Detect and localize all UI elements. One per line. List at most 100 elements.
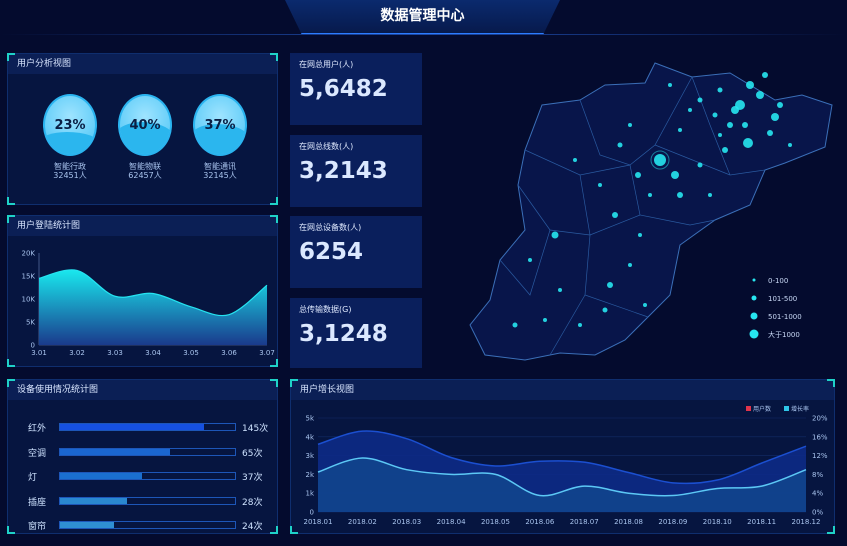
device-count: 145次	[242, 424, 269, 434]
legend-dot	[749, 329, 759, 339]
x-tick-label: 3.02	[69, 349, 85, 357]
y-right-tick-label: 8%	[812, 471, 823, 479]
x-tick-label: 2018.12	[792, 518, 821, 526]
region-border	[549, 294, 586, 356]
stat-value: 5,6482	[299, 76, 388, 102]
series-line	[317, 430, 807, 485]
province-outline	[469, 62, 833, 361]
title-bar: 数据管理中心	[285, 0, 560, 34]
device-count: 65次	[242, 448, 263, 459]
legend-label: 大于1000	[768, 330, 800, 339]
map-dot	[617, 142, 623, 148]
map-dot	[708, 193, 712, 197]
user-growth-panel: 用户增长视图 0 0% 1k 4% 2k 8% 3k 12% 4k 16% 5k 20% 2018.01…	[290, 379, 835, 534]
map-dot	[654, 154, 666, 166]
region-map: 0-100 101-500 501-1000 大于1000	[469, 62, 833, 361]
y-left-tick-label: 1k	[305, 490, 314, 498]
map-dot	[573, 158, 577, 162]
y-left-tick-label: 5k	[305, 415, 314, 423]
stat-label: 在网总设备数(人)	[299, 223, 362, 232]
percentage-ball: 40%	[118, 94, 172, 156]
stat-value: 3,2143	[299, 158, 388, 184]
ball-fill	[45, 131, 95, 154]
stat-value: 3,1248	[299, 321, 388, 347]
map-dot	[512, 322, 518, 328]
map-dot	[767, 130, 773, 136]
y-left-tick-label: 0	[310, 509, 314, 517]
series-area	[318, 457, 806, 512]
stat-card: 总传输数据(G) 3,1248	[290, 298, 422, 368]
stat-value: 6254	[299, 239, 364, 265]
x-tick-label: 3.07	[259, 349, 275, 357]
panel-title: 用户增长视图	[291, 380, 834, 400]
map-dot	[731, 106, 739, 114]
login-area-chart: 0 5K 10K 15K 20K 3.01 3.02 3.03 3.04 3.05 3.06 3.07	[22, 250, 275, 358]
bar-fill	[60, 424, 204, 430]
map-dot	[697, 97, 703, 103]
device-count: 28次	[242, 497, 263, 508]
stat-card: 在网总用户(人) 5,6482	[290, 53, 422, 125]
ball-caption: 智能物联 62457人	[110, 162, 180, 180]
device-count: 24次	[242, 522, 263, 532]
map-dot	[777, 102, 783, 108]
ball-fill	[120, 122, 170, 154]
panel-title: 设备使用情况统计图	[8, 380, 277, 400]
map-dot	[643, 303, 647, 307]
x-tick-label: 3.01	[31, 349, 47, 357]
map-dot	[551, 231, 559, 239]
ball-count: 32145人	[203, 171, 237, 180]
region-border	[629, 164, 716, 226]
stat-label: 总传输数据(G)	[299, 305, 352, 314]
legend-dot	[751, 295, 757, 301]
ball-percent: 23%	[54, 118, 86, 133]
legend-label: 501-1000	[768, 313, 802, 321]
x-tick-label: 2018.06	[525, 518, 554, 526]
map-dot	[668, 83, 672, 87]
x-tick-label: 2018.02	[348, 518, 377, 526]
percentage-ball: 23%	[43, 94, 97, 156]
user-growth-chart: 0 0% 1k 4% 2k 8% 3k 12% 4k 16% 5k 20% 2018.01 2018.02…	[304, 405, 828, 526]
map-dot	[612, 212, 618, 218]
percentage-ball: 37%	[193, 94, 247, 156]
divider	[0, 34, 847, 35]
stat-card: 在网总设备数(人) 6254	[290, 216, 422, 288]
map-dot	[722, 147, 728, 153]
map-dot	[528, 258, 532, 262]
ball-fill	[195, 123, 245, 154]
ball-caption: 智能通讯 32145人	[185, 162, 255, 180]
map-dot	[743, 138, 753, 148]
device-usage-panel: 设备使用情况统计图 红外 145次 空调 65次灯 37次 插座 28次 窗帘 24次	[7, 379, 278, 534]
x-tick-label: 2018.11	[747, 518, 776, 526]
x-tick-label: 3.04	[145, 349, 161, 357]
ball-caption: 智能行政 32451人	[35, 162, 105, 180]
x-tick-label: 2018.01	[304, 518, 333, 526]
login-chart-panel: 用户登陆统计图 0 5K 10K 15K 20K 3.01 3.02 3.03 3.04 3.05…	[7, 215, 278, 367]
y-left-tick-label: 2k	[305, 471, 314, 479]
bar-fill	[60, 497, 127, 504]
map-dot	[598, 183, 602, 187]
map-dot	[628, 263, 632, 267]
x-tick-label: 2018.05	[481, 518, 510, 526]
map-dot	[602, 307, 608, 313]
bar-track	[59, 447, 236, 456]
map-dot	[648, 193, 652, 197]
x-tick-label: 2018.07	[570, 518, 599, 526]
y-right-tick-label: 20%	[812, 415, 828, 423]
map-dot	[717, 87, 723, 93]
legend-swatch	[784, 406, 789, 411]
map-dot	[558, 288, 562, 292]
map-dot	[727, 122, 733, 128]
legend-label: 用户数	[753, 405, 771, 413]
map-dot	[635, 172, 641, 178]
map-dot	[762, 72, 768, 78]
map-dot	[578, 323, 582, 327]
x-tick-label: 2018.09	[658, 518, 687, 526]
x-tick-label: 3.03	[107, 349, 123, 357]
y-tick-label: 15K	[22, 273, 36, 281]
ball-count: 32451人	[53, 171, 87, 180]
y-tick-label: 10K	[22, 296, 36, 304]
region-border	[499, 229, 551, 296]
x-tick-label: 2018.10	[703, 518, 732, 526]
map-dot	[771, 113, 779, 121]
y-tick-label: 0	[31, 342, 35, 350]
